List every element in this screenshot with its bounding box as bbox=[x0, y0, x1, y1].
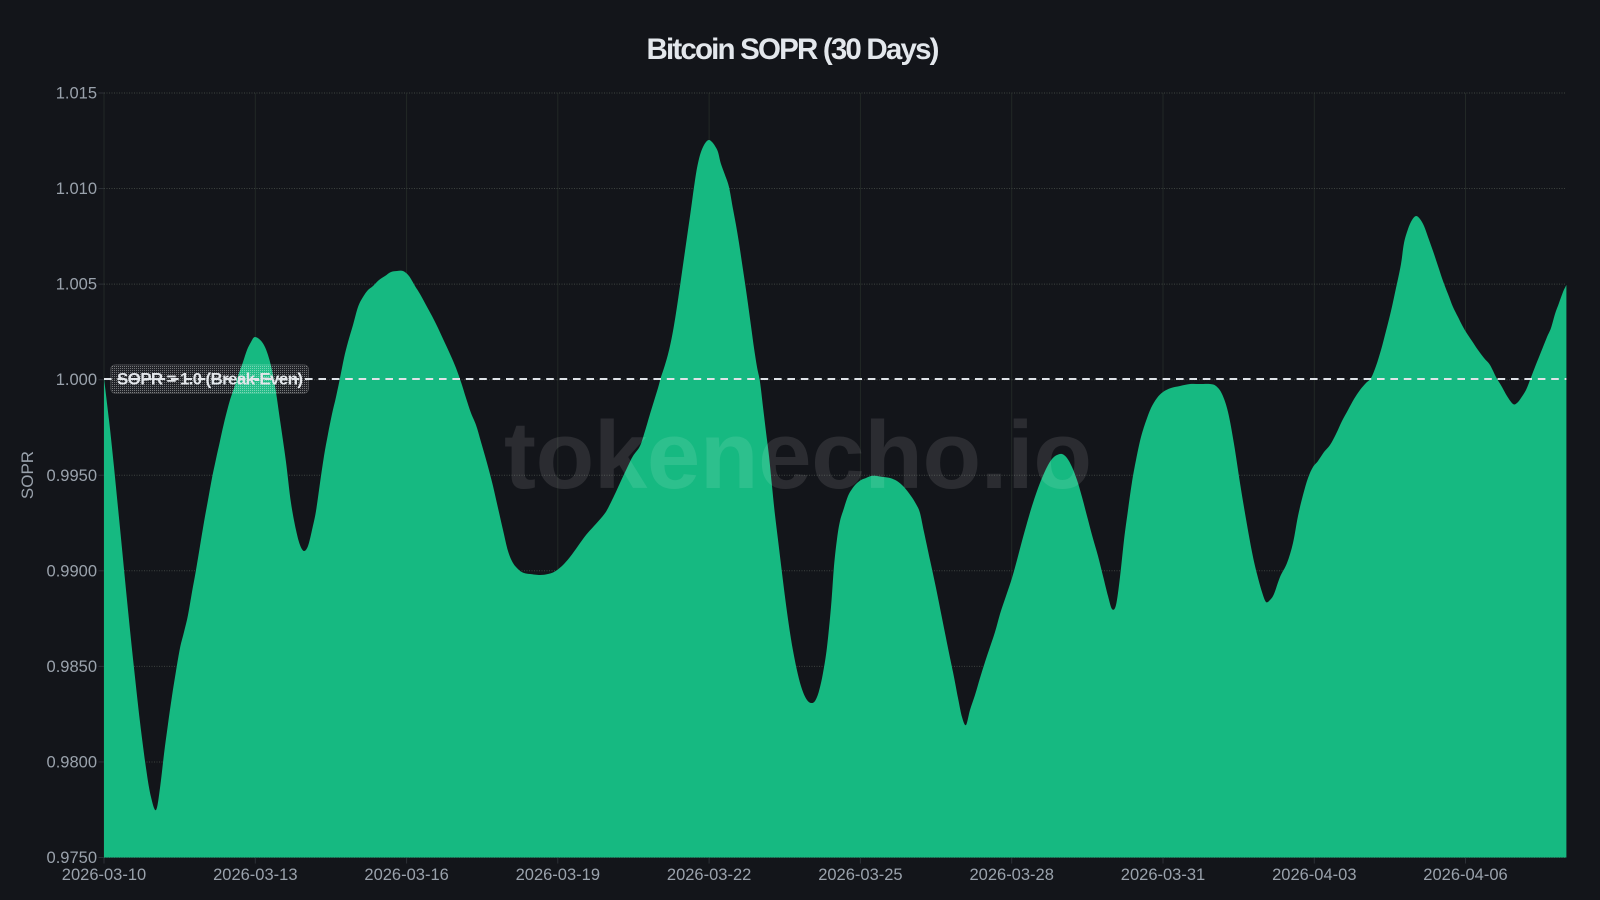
svg-text:0.9900: 0.9900 bbox=[47, 562, 97, 580]
svg-text:tokenecho.io: tokenecho.io bbox=[504, 402, 1092, 509]
svg-text:2026-03-22: 2026-03-22 bbox=[667, 866, 751, 884]
svg-text:2026-03-10: 2026-03-10 bbox=[62, 866, 146, 884]
svg-text:0.9800: 0.9800 bbox=[47, 753, 97, 771]
svg-text:2026-03-25: 2026-03-25 bbox=[818, 866, 902, 884]
svg-text:2026-03-19: 2026-03-19 bbox=[516, 866, 600, 884]
svg-text:0.9950: 0.9950 bbox=[47, 467, 97, 485]
svg-text:1.010: 1.010 bbox=[56, 180, 97, 198]
svg-text:2026-03-31: 2026-03-31 bbox=[1121, 866, 1205, 884]
svg-text:2026-04-06: 2026-04-06 bbox=[1423, 866, 1507, 884]
svg-text:2026-03-28: 2026-03-28 bbox=[969, 866, 1053, 884]
svg-text:2026-03-16: 2026-03-16 bbox=[364, 866, 448, 884]
svg-text:Bitcoin SOPR (30 Days): Bitcoin SOPR (30 Days) bbox=[647, 33, 940, 66]
svg-text:1.015: 1.015 bbox=[56, 85, 97, 103]
svg-text:0.9850: 0.9850 bbox=[47, 658, 97, 676]
svg-text:SOPR = 1.0 (Break-Even): SOPR = 1.0 (Break-Even) bbox=[117, 370, 303, 389]
svg-text:1.000: 1.000 bbox=[56, 371, 97, 389]
svg-text:2026-03-13: 2026-03-13 bbox=[213, 866, 297, 884]
svg-text:SOPR: SOPR bbox=[18, 451, 37, 499]
svg-text:0.9750: 0.9750 bbox=[47, 849, 97, 867]
svg-text:2026-04-03: 2026-04-03 bbox=[1272, 866, 1356, 884]
svg-text:1.005: 1.005 bbox=[56, 276, 97, 294]
